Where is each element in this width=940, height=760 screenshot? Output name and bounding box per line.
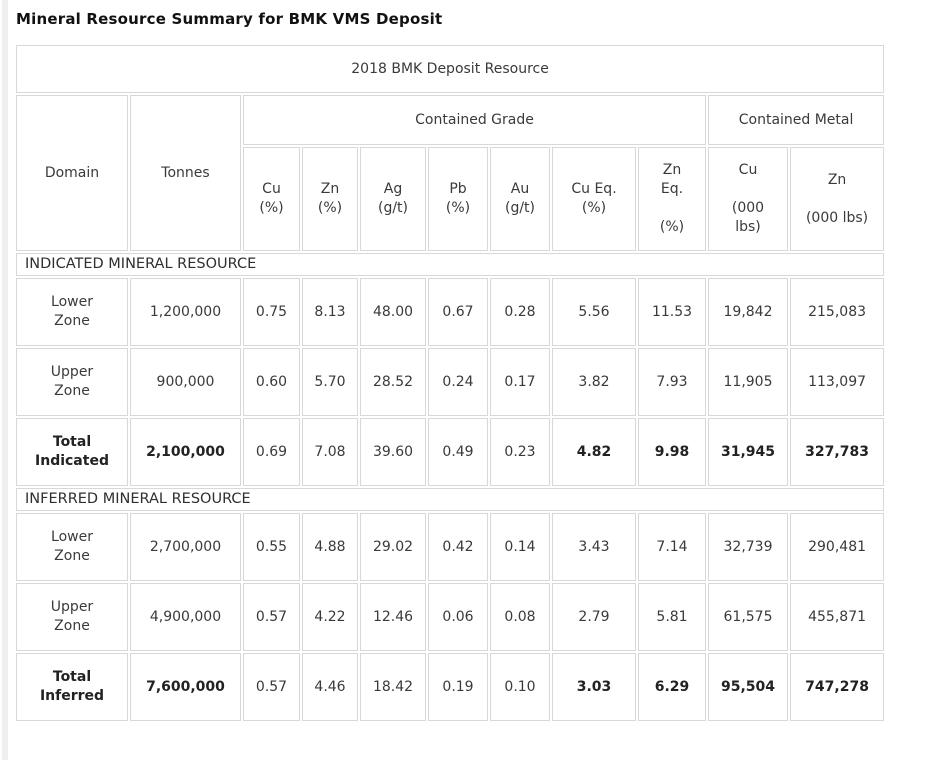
cell-zn-pct: 7.08 xyxy=(302,418,358,486)
table-row: Upper Zone 4,900,000 0.57 4.22 12.46 0.0… xyxy=(16,583,885,651)
col-header-tonnes: Tonnes xyxy=(130,95,241,251)
cell-zn-eq: 7.14 xyxy=(638,513,706,581)
cell-pb-pct: 0.06 xyxy=(428,583,488,651)
cell-cu-eq: 3.43 xyxy=(552,513,636,581)
cell-pb-pct: 0.19 xyxy=(428,653,488,721)
cell-zn-pct: 8.13 xyxy=(302,278,358,346)
cell-cu-metal: 61,575 xyxy=(708,583,788,651)
cell-au-gpt: 0.08 xyxy=(490,583,550,651)
section-header-indicated: INDICATED MINERAL RESOURCE xyxy=(16,253,885,276)
page-edge-strip xyxy=(2,0,8,760)
cell-cu-metal: 11,905 xyxy=(708,348,788,416)
cell-ag-gpt: 39.60 xyxy=(360,418,426,486)
cell-au-gpt: 0.28 xyxy=(490,278,550,346)
cell-zn-pct: 4.22 xyxy=(302,583,358,651)
cell-zn-eq: 7.93 xyxy=(638,348,706,416)
col-header-au-gpt: Au (g/t) xyxy=(490,147,550,251)
cell-cu-eq: 2.79 xyxy=(552,583,636,651)
table-title: 2018 BMK Deposit Resource xyxy=(16,45,885,93)
cell-zn-eq: 5.81 xyxy=(638,583,706,651)
page-title: Mineral Resource Summary for BMK VMS Dep… xyxy=(16,10,443,28)
cell-ag-gpt: 48.00 xyxy=(360,278,426,346)
cell-tonnes: 2,700,000 xyxy=(130,513,241,581)
cell-zn-eq: 9.98 xyxy=(638,418,706,486)
cell-tonnes: 1,200,000 xyxy=(130,278,241,346)
cell-zn-metal: 455,871 xyxy=(790,583,885,651)
cell-zn-metal: 327,783 xyxy=(790,418,885,486)
cell-zn-metal: 113,097 xyxy=(790,348,885,416)
header-group-row: Domain Tonnes Contained Grade Contained … xyxy=(16,95,885,251)
table-row: Lower Zone 2,700,000 0.55 4.88 29.02 0.4… xyxy=(16,513,885,581)
col-header-ag-gpt: Ag (g/t) xyxy=(360,147,426,251)
col-group-contained-metal: Contained Metal xyxy=(708,95,885,145)
cell-pb-pct: 0.49 xyxy=(428,418,488,486)
cell-zn-metal: 215,083 xyxy=(790,278,885,346)
cell-zn-metal: 747,278 xyxy=(790,653,885,721)
cell-domain: Upper Zone xyxy=(16,348,128,416)
cell-cu-pct: 0.60 xyxy=(243,348,300,416)
cell-au-gpt: 0.14 xyxy=(490,513,550,581)
cell-pb-pct: 0.24 xyxy=(428,348,488,416)
cell-ag-gpt: 18.42 xyxy=(360,653,426,721)
cell-ag-gpt: 12.46 xyxy=(360,583,426,651)
cell-cu-eq: 5.56 xyxy=(552,278,636,346)
section-label: INDICATED MINERAL RESOURCE xyxy=(16,253,885,276)
cell-domain: Upper Zone xyxy=(16,583,128,651)
cell-zn-eq: 6.29 xyxy=(638,653,706,721)
col-header-zn-pct: Zn (%) xyxy=(302,147,358,251)
cell-cu-pct: 0.57 xyxy=(243,583,300,651)
col-group-contained-grade: Contained Grade xyxy=(243,95,706,145)
cell-cu-metal: 31,945 xyxy=(708,418,788,486)
cell-zn-pct: 4.46 xyxy=(302,653,358,721)
cell-cu-pct: 0.75 xyxy=(243,278,300,346)
cell-domain: Total Inferred xyxy=(16,653,128,721)
cell-ag-gpt: 29.02 xyxy=(360,513,426,581)
cell-cu-eq: 4.82 xyxy=(552,418,636,486)
header-sub-row: Cu (%) Zn (%) Ag (g/t) Pb (%) Au (g/t) C… xyxy=(16,147,885,251)
cell-cu-eq: 3.03 xyxy=(552,653,636,721)
cell-zn-pct: 5.70 xyxy=(302,348,358,416)
cell-pb-pct: 0.67 xyxy=(428,278,488,346)
cell-au-gpt: 0.10 xyxy=(490,653,550,721)
cell-zn-pct: 4.88 xyxy=(302,513,358,581)
col-header-cu-pct: Cu (%) xyxy=(243,147,300,251)
col-header-domain: Domain xyxy=(16,95,128,251)
cell-cu-pct: 0.57 xyxy=(243,653,300,721)
cell-zn-metal: 290,481 xyxy=(790,513,885,581)
cell-tonnes: 2,100,000 xyxy=(130,418,241,486)
page-content: Mineral Resource Summary for BMK VMS Dep… xyxy=(14,10,886,723)
cell-tonnes: 900,000 xyxy=(130,348,241,416)
cell-pb-pct: 0.42 xyxy=(428,513,488,581)
table-row-total-indicated: Total Indicated 2,100,000 0.69 7.08 39.6… xyxy=(16,418,885,486)
col-header-cu-metal: Cu (000 lbs) xyxy=(708,147,788,251)
cell-cu-metal: 95,504 xyxy=(708,653,788,721)
cell-tonnes: 4,900,000 xyxy=(130,583,241,651)
col-header-zn-metal: Zn (000 lbs) xyxy=(790,147,885,251)
cell-tonnes: 7,600,000 xyxy=(130,653,241,721)
cell-cu-pct: 0.55 xyxy=(243,513,300,581)
cell-au-gpt: 0.23 xyxy=(490,418,550,486)
cell-domain: Total Indicated xyxy=(16,418,128,486)
table-row-total-inferred: Total Inferred 7,600,000 0.57 4.46 18.42… xyxy=(16,653,885,721)
col-header-pb-pct: Pb (%) xyxy=(428,147,488,251)
cell-ag-gpt: 28.52 xyxy=(360,348,426,416)
cell-zn-eq: 11.53 xyxy=(638,278,706,346)
cell-au-gpt: 0.17 xyxy=(490,348,550,416)
cell-cu-pct: 0.69 xyxy=(243,418,300,486)
cell-domain: Lower Zone xyxy=(16,278,128,346)
table-row: Lower Zone 1,200,000 0.75 8.13 48.00 0.6… xyxy=(16,278,885,346)
col-header-cu-eq: Cu Eq. (%) xyxy=(552,147,636,251)
section-label: INFERRED MINERAL RESOURCE xyxy=(16,488,885,511)
section-header-inferred: INFERRED MINERAL RESOURCE xyxy=(16,488,885,511)
cell-domain: Lower Zone xyxy=(16,513,128,581)
cell-cu-eq: 3.82 xyxy=(552,348,636,416)
col-header-zn-eq: Zn Eq. (%) xyxy=(638,147,706,251)
resource-table: 2018 BMK Deposit Resource Domain Tonnes … xyxy=(14,43,886,723)
cell-cu-metal: 32,739 xyxy=(708,513,788,581)
cell-cu-metal: 19,842 xyxy=(708,278,788,346)
table-row: Upper Zone 900,000 0.60 5.70 28.52 0.24 … xyxy=(16,348,885,416)
table-title-row: 2018 BMK Deposit Resource xyxy=(16,45,885,93)
